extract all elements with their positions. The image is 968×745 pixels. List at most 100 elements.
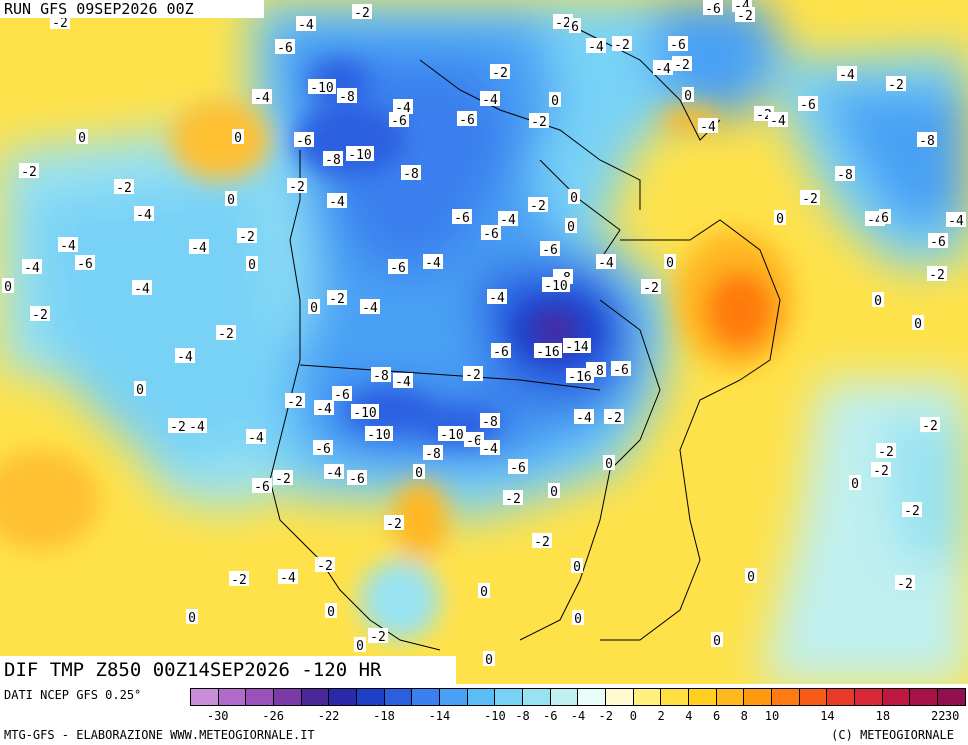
isotherm-label: -6 — [275, 39, 295, 56]
color-scale-tick-label: 8 — [740, 709, 748, 723]
isotherm-label: 6 — [569, 18, 581, 35]
isotherm-label: -2 — [902, 502, 922, 519]
isotherm-label-text: -4 — [700, 120, 716, 135]
isotherm-label-text: -4 — [770, 114, 786, 129]
isotherm-label-text: -10 — [348, 148, 371, 163]
isotherm-label-text: -2 — [531, 115, 547, 130]
isotherm-label-text: 0 — [227, 193, 235, 208]
isotherm-label: -6 — [313, 440, 333, 457]
isotherm-label-text: -2 — [888, 78, 904, 93]
isotherm-label-text: -4 — [362, 301, 378, 316]
isotherm-label-text: -2 — [317, 559, 333, 574]
isotherm-label: -2 — [30, 306, 50, 323]
isotherm-label-text: -6 — [334, 388, 350, 403]
isotherm-label-text: 0 — [574, 612, 582, 627]
isotherm-label: -2 — [216, 325, 236, 342]
isotherm-label: -6 — [928, 233, 948, 250]
isotherm-label: 0 — [354, 637, 366, 654]
isotherm-label-text: -8 — [482, 415, 498, 430]
isotherm-label-text: -2 — [904, 504, 920, 519]
isotherm-label: 0 — [308, 299, 320, 316]
isotherm-label: -2 — [876, 443, 896, 460]
isotherm-label: 0 — [2, 278, 14, 295]
isotherm-label: -2 — [352, 4, 372, 21]
isotherm-label-text: -4 — [598, 256, 614, 271]
isotherm-label-text: -6 — [390, 261, 406, 276]
isotherm-label: -4 — [314, 400, 334, 417]
color-scale-tick-label: 18 — [875, 709, 891, 723]
isotherm-label: -4 — [252, 89, 272, 106]
isotherm-label: -2 — [886, 76, 906, 93]
isotherm-label-text: 0 — [567, 220, 575, 235]
data-source-label: DATI NCEP GFS 0.25° — [4, 688, 142, 702]
isotherm-label: 0 — [912, 315, 924, 332]
isotherm-label: -16 — [534, 343, 562, 360]
color-scale-cell — [329, 689, 358, 705]
isotherm-label: 0 — [186, 609, 198, 626]
isotherm-label-text: -6 — [277, 41, 293, 56]
isotherm-label: -6 — [389, 112, 409, 129]
color-scale-cell — [274, 689, 302, 705]
isotherm-label: -6 — [703, 0, 723, 17]
isotherm-label-text: -2 — [52, 16, 68, 31]
color-scale-tick-label: -14 — [428, 709, 451, 723]
isotherm-label: -2 — [273, 470, 293, 487]
isotherm-label: 0 — [711, 632, 723, 649]
isotherm-label-text: -2 — [756, 108, 772, 123]
color-scale-cell — [772, 689, 800, 705]
isotherm-label: 0 — [565, 218, 577, 235]
isotherm-label: -4 — [574, 409, 594, 426]
isotherm-label: -6 — [491, 343, 511, 360]
isotherm-label: -4 — [187, 418, 207, 435]
color-scale-tick-label: -6 — [543, 709, 558, 723]
color-scale-tick-label: -2 — [598, 709, 613, 723]
isotherm-label: 0 — [849, 475, 861, 492]
isotherm-label-text: 0 — [78, 131, 86, 146]
isotherm-label-text: -4 — [655, 62, 671, 77]
isotherm-label-text: 0 — [605, 457, 613, 472]
isotherm-label: -2 — [229, 571, 249, 588]
credit-right: (C) METEOGIORNALE — [831, 728, 954, 742]
isotherm-label: 0 — [478, 583, 490, 600]
isotherm-label-text: -2 — [21, 165, 37, 180]
isotherm-label: 0 — [682, 87, 694, 104]
color-scale-tick-label: -26 — [262, 709, 284, 723]
isotherm-label-text: -8 — [919, 134, 935, 149]
isotherm-label-text: -6 — [454, 211, 470, 226]
isotherm-label: -6 — [252, 478, 272, 495]
isotherm-label-text: -8 — [339, 90, 355, 105]
isotherm-label: -2 — [327, 290, 347, 307]
isotherm-label-text: -2 — [922, 419, 938, 434]
color-scale-bar — [190, 688, 966, 706]
isotherm-label-text: -4 — [191, 241, 207, 256]
anomaly-core-shading — [0, 60, 795, 640]
isotherm-label-text: 0 — [248, 258, 256, 273]
isotherm-label-text: -2 — [287, 395, 303, 410]
color-scale-cell — [744, 689, 773, 705]
isotherm-label: -4 — [296, 16, 316, 33]
isotherm-label-text: -2 — [878, 445, 894, 460]
isotherm-label-text: -4 — [316, 402, 332, 417]
isotherm-label-text: -2 — [218, 327, 234, 342]
isotherm-label: 0 — [568, 189, 580, 206]
isotherm-label: -14 — [563, 338, 591, 355]
isotherm-label-text: -6 — [391, 114, 407, 129]
isotherm-label-text: -4 — [948, 214, 964, 229]
isotherm-label: -4 — [498, 211, 518, 228]
isotherm-label-text: 0 — [4, 280, 12, 295]
isotherm-label: 0 — [246, 256, 258, 273]
isotherm-label-text: 0 — [310, 301, 318, 316]
isotherm-label: -8 — [423, 445, 443, 462]
map-canvas: -2-4-2-26-4-2-6-6-4-2-6-2-4-20-4-2-10-8-… — [0, 0, 968, 684]
isotherm-label: -2 — [237, 228, 257, 245]
isotherm-label-text: -2 — [674, 58, 690, 73]
isotherm-label-text: 0 — [851, 477, 859, 492]
isotherm-label-text: -4 — [395, 375, 411, 390]
isotherm-label: -6 — [611, 361, 631, 378]
temperature-anomaly-map: -2-4-2-26-4-2-6-6-4-2-6-2-4-20-4-2-10-8-… — [0, 0, 968, 684]
isotherm-label: 0 — [572, 610, 584, 627]
isotherm-label: -2 — [735, 7, 755, 24]
isotherm-label-text: -4 — [482, 442, 498, 457]
field-title: DIF TMP Z850 00Z14SEP2026 -120 HR — [0, 656, 456, 684]
color-scale-cell — [301, 689, 330, 705]
